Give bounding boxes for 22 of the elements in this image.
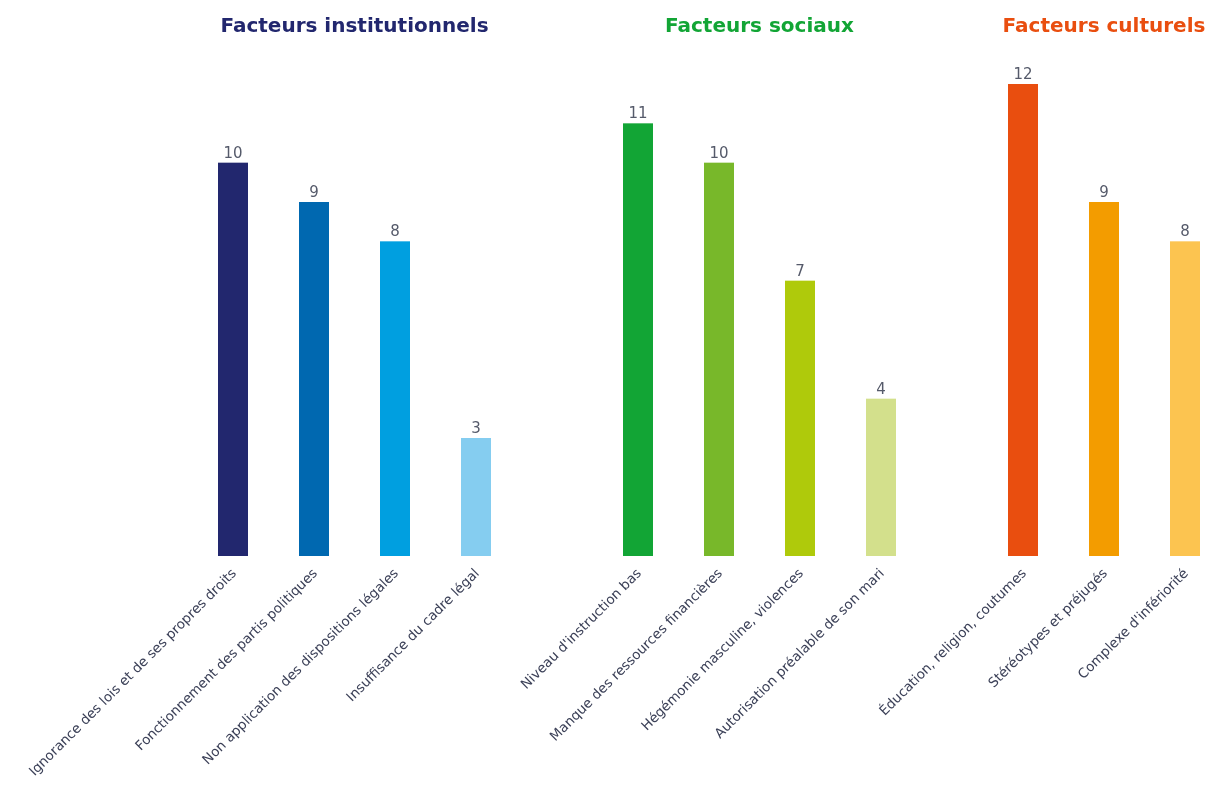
bar <box>704 162 734 556</box>
chart-title: Facteurs institutionnels <box>220 13 489 37</box>
bar <box>218 162 248 556</box>
chart-title: Facteurs sociaux <box>665 13 855 37</box>
bar <box>623 123 653 556</box>
data-label: 8 <box>390 222 400 241</box>
data-label: 3 <box>471 419 481 437</box>
data-label: 7 <box>795 261 805 280</box>
data-label: 9 <box>309 183 319 201</box>
data-label: 12 <box>1013 65 1033 83</box>
data-label: 10 <box>709 143 729 162</box>
data-label: 8 <box>1180 222 1190 241</box>
data-label: 10 <box>223 143 243 162</box>
bar <box>299 202 329 556</box>
bar <box>461 438 491 556</box>
data-label: 4 <box>876 379 886 398</box>
chart-title: Facteurs culturels <box>1002 13 1206 37</box>
data-label: 9 <box>1099 183 1109 201</box>
bar <box>380 241 410 556</box>
bar <box>866 398 896 556</box>
data-label: 11 <box>628 104 648 123</box>
bar <box>785 280 815 556</box>
